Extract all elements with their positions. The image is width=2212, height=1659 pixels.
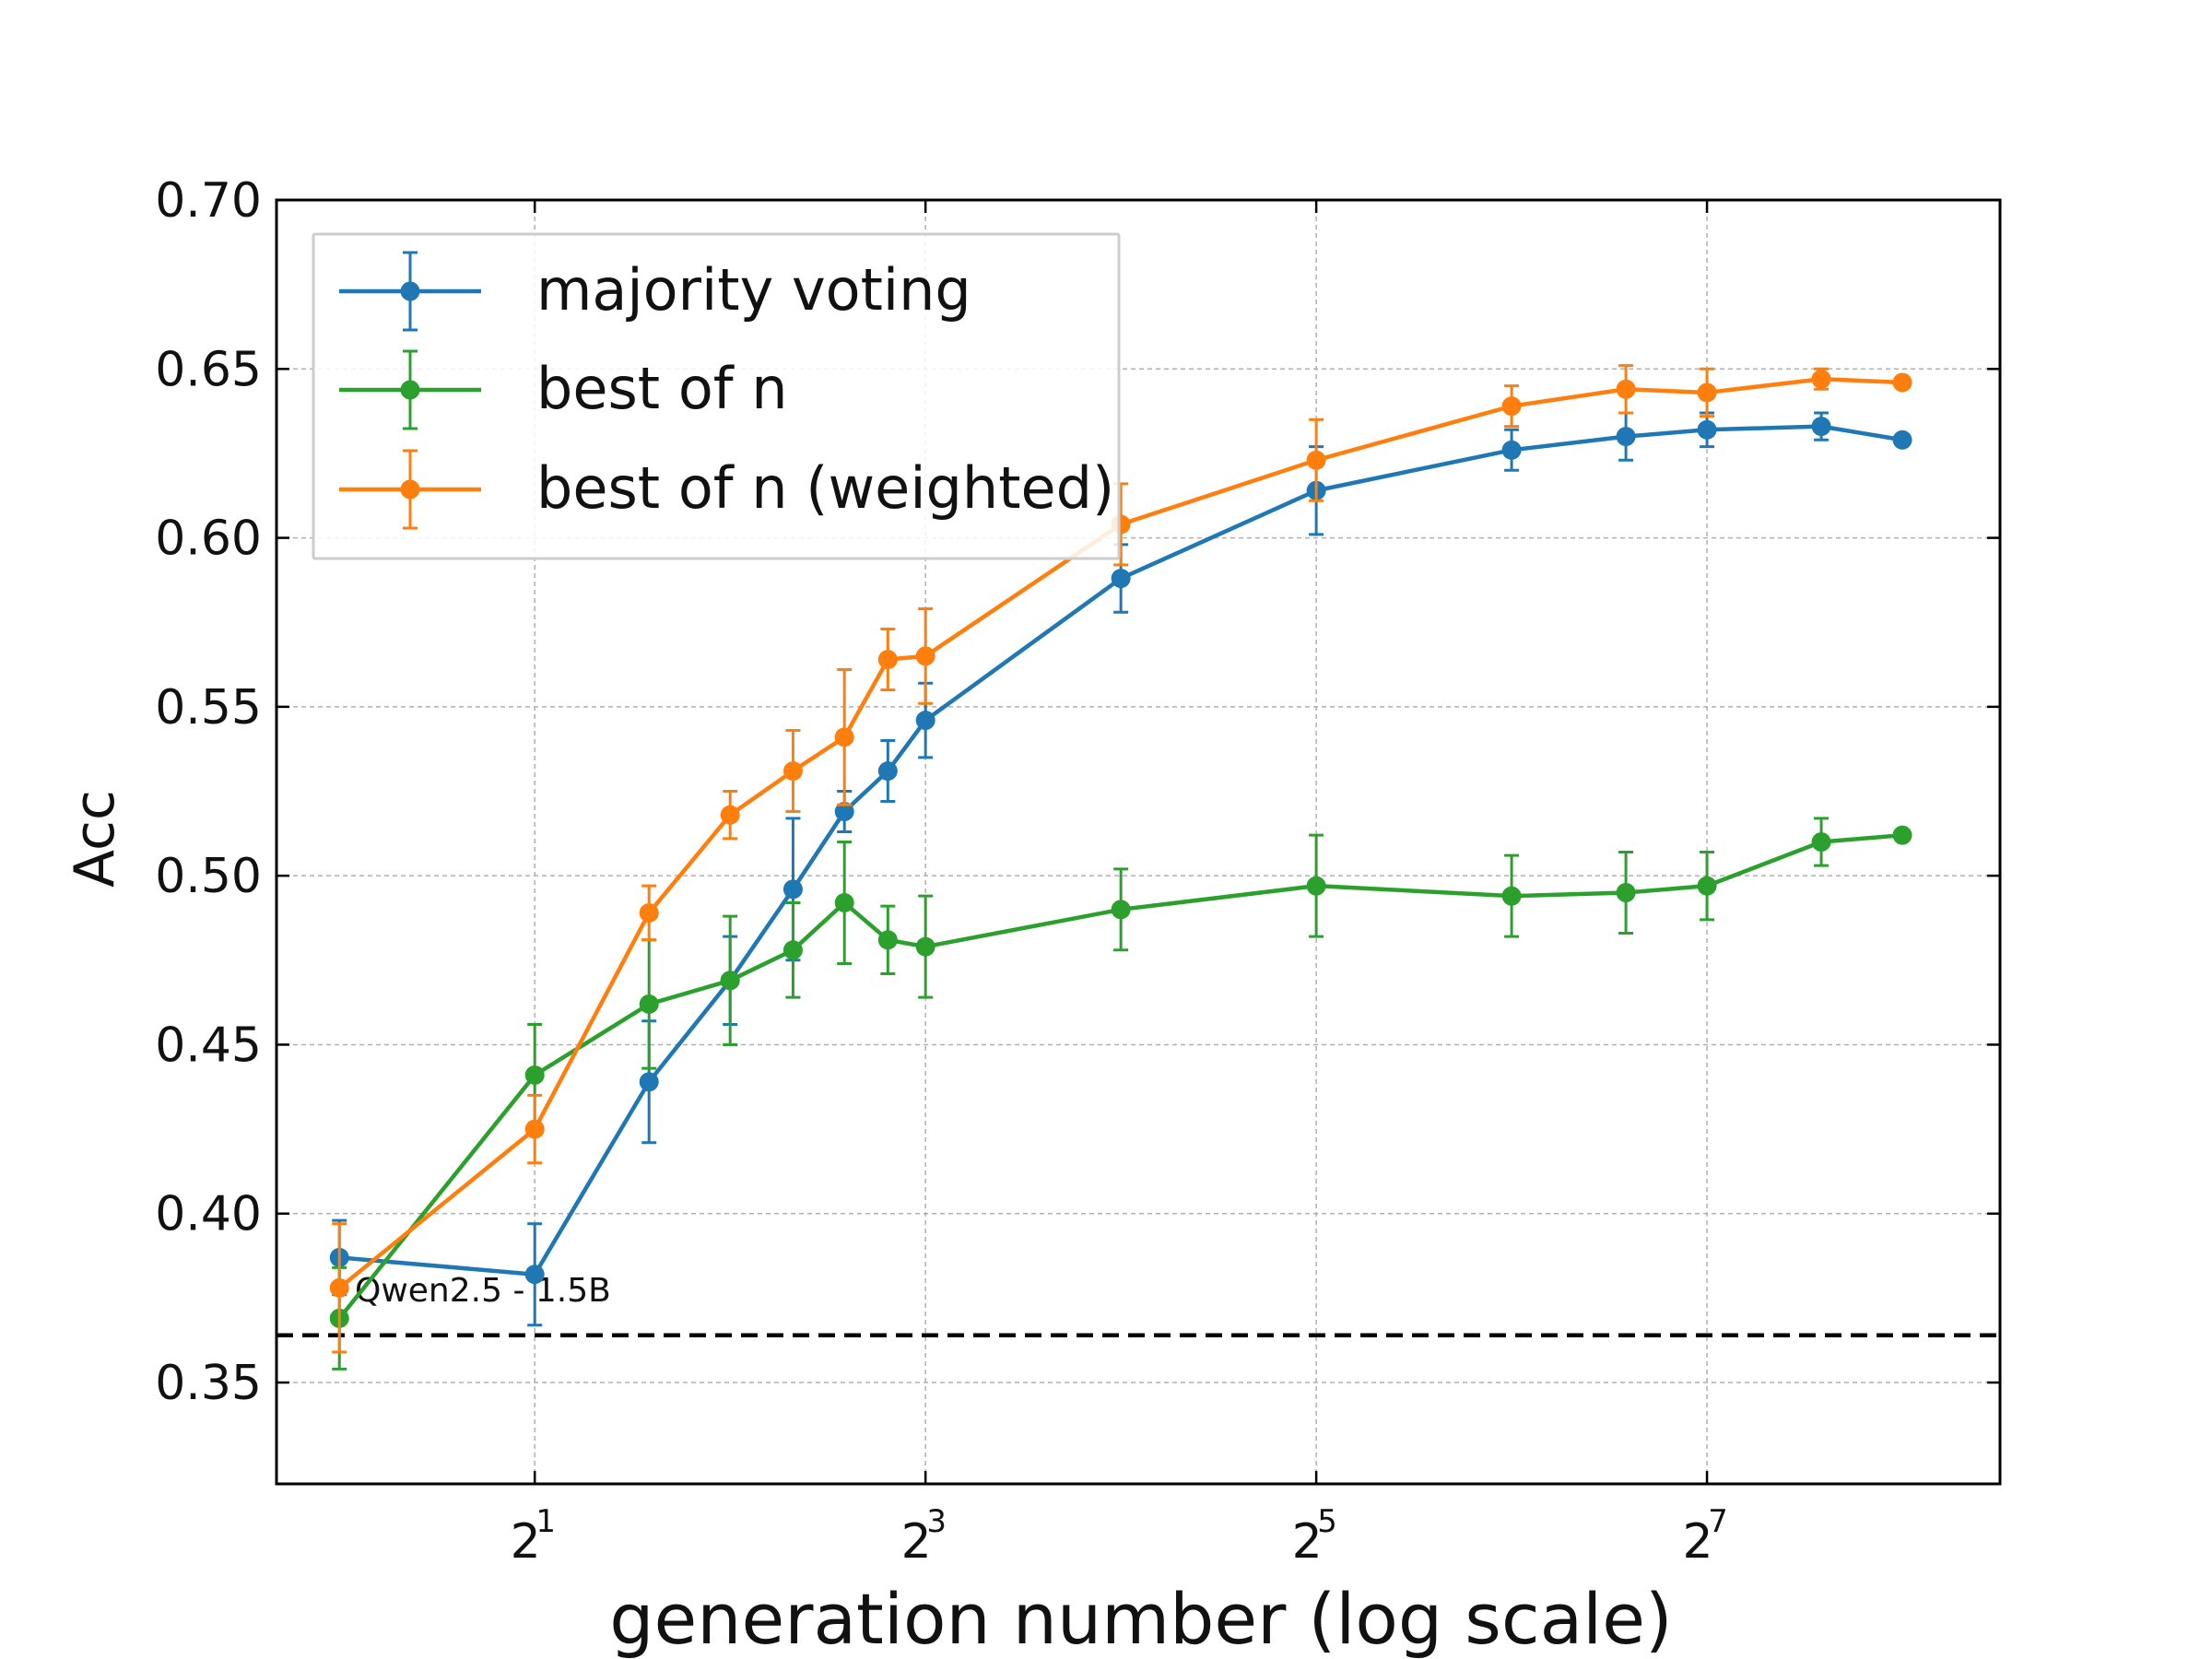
data-point bbox=[1811, 369, 1831, 389]
data-point bbox=[1697, 382, 1717, 403]
reference-line-label: Qwen2.5 - 1.5B bbox=[355, 1272, 611, 1310]
data-point bbox=[1616, 882, 1636, 902]
data-point bbox=[524, 1065, 545, 1085]
data-point bbox=[877, 650, 898, 670]
data-point bbox=[834, 727, 854, 747]
data-point bbox=[915, 711, 935, 731]
data-point bbox=[1306, 450, 1326, 470]
series-group bbox=[329, 364, 1912, 1371]
data-point bbox=[1892, 825, 1912, 845]
data-point bbox=[877, 930, 898, 950]
y-tick-label: 0.50 bbox=[155, 849, 262, 904]
data-point bbox=[782, 940, 803, 960]
x-tick-label: 2 bbox=[901, 1514, 932, 1570]
y-axis-title: Acc bbox=[63, 790, 127, 888]
data-point bbox=[1811, 417, 1831, 437]
data-point bbox=[524, 1265, 545, 1285]
data-point bbox=[1697, 876, 1717, 896]
reference-line-group: Qwen2.5 - 1.5B bbox=[276, 1272, 2000, 1337]
data-point bbox=[1501, 396, 1522, 417]
data-point bbox=[834, 802, 854, 822]
x-axis-title: generation number (log scale) bbox=[609, 1578, 1672, 1659]
y-tick-label: 0.40 bbox=[155, 1187, 262, 1242]
x-tick-label: 2 bbox=[1683, 1514, 1713, 1570]
data-point bbox=[1892, 372, 1912, 393]
series-2 bbox=[329, 364, 1912, 1354]
legend-swatch-marker bbox=[400, 380, 420, 400]
data-point bbox=[1501, 440, 1522, 460]
data-point bbox=[782, 879, 803, 900]
data-point bbox=[915, 646, 935, 666]
data-point bbox=[639, 994, 659, 1014]
data-point bbox=[1811, 832, 1831, 852]
data-point bbox=[1697, 419, 1717, 440]
plot-frame bbox=[275, 198, 2002, 1486]
data-point bbox=[329, 1277, 349, 1298]
data-point bbox=[1892, 429, 1912, 450]
data-point bbox=[1501, 886, 1522, 906]
data-point bbox=[720, 805, 740, 825]
y-tick-label: 0.65 bbox=[155, 342, 262, 397]
data-point bbox=[720, 971, 740, 991]
data-point bbox=[1306, 876, 1326, 896]
data-point bbox=[1111, 900, 1131, 920]
y-tick-label: 0.70 bbox=[155, 173, 262, 229]
data-point bbox=[782, 761, 803, 782]
legend-label: best of n (weighted) bbox=[536, 454, 1114, 522]
legend-label: best of n bbox=[536, 355, 788, 422]
x-tick-label-exponent: 5 bbox=[1317, 1503, 1337, 1540]
legend-label: majority voting bbox=[536, 256, 971, 324]
data-point bbox=[639, 902, 659, 923]
x-tick-label-exponent: 3 bbox=[926, 1503, 947, 1540]
y-tick-label: 0.45 bbox=[155, 1018, 262, 1073]
y-tick-label: 0.35 bbox=[155, 1356, 262, 1411]
legend-box bbox=[312, 232, 1121, 560]
data-point bbox=[524, 1119, 545, 1139]
x-tick-label-exponent: 1 bbox=[535, 1503, 556, 1540]
legend-swatch-marker bbox=[400, 479, 420, 500]
legend-swatch-marker bbox=[400, 281, 420, 301]
data-point bbox=[1616, 427, 1636, 447]
data-point bbox=[915, 936, 935, 957]
data-point bbox=[1616, 379, 1636, 399]
x-tick-label: 2 bbox=[511, 1514, 541, 1570]
x-tick-label-exponent: 7 bbox=[1708, 1503, 1728, 1540]
y-tick-label: 0.60 bbox=[155, 512, 262, 567]
data-point bbox=[834, 892, 854, 912]
series-1 bbox=[329, 817, 1912, 1371]
legend: majority voting best of n best of n (weigh… bbox=[312, 232, 1121, 560]
data-point bbox=[877, 761, 898, 782]
data-point bbox=[1111, 569, 1131, 589]
data-point bbox=[639, 1072, 659, 1092]
y-tick-label: 0.55 bbox=[155, 680, 262, 735]
x-tick-label: 2 bbox=[1292, 1514, 1323, 1570]
